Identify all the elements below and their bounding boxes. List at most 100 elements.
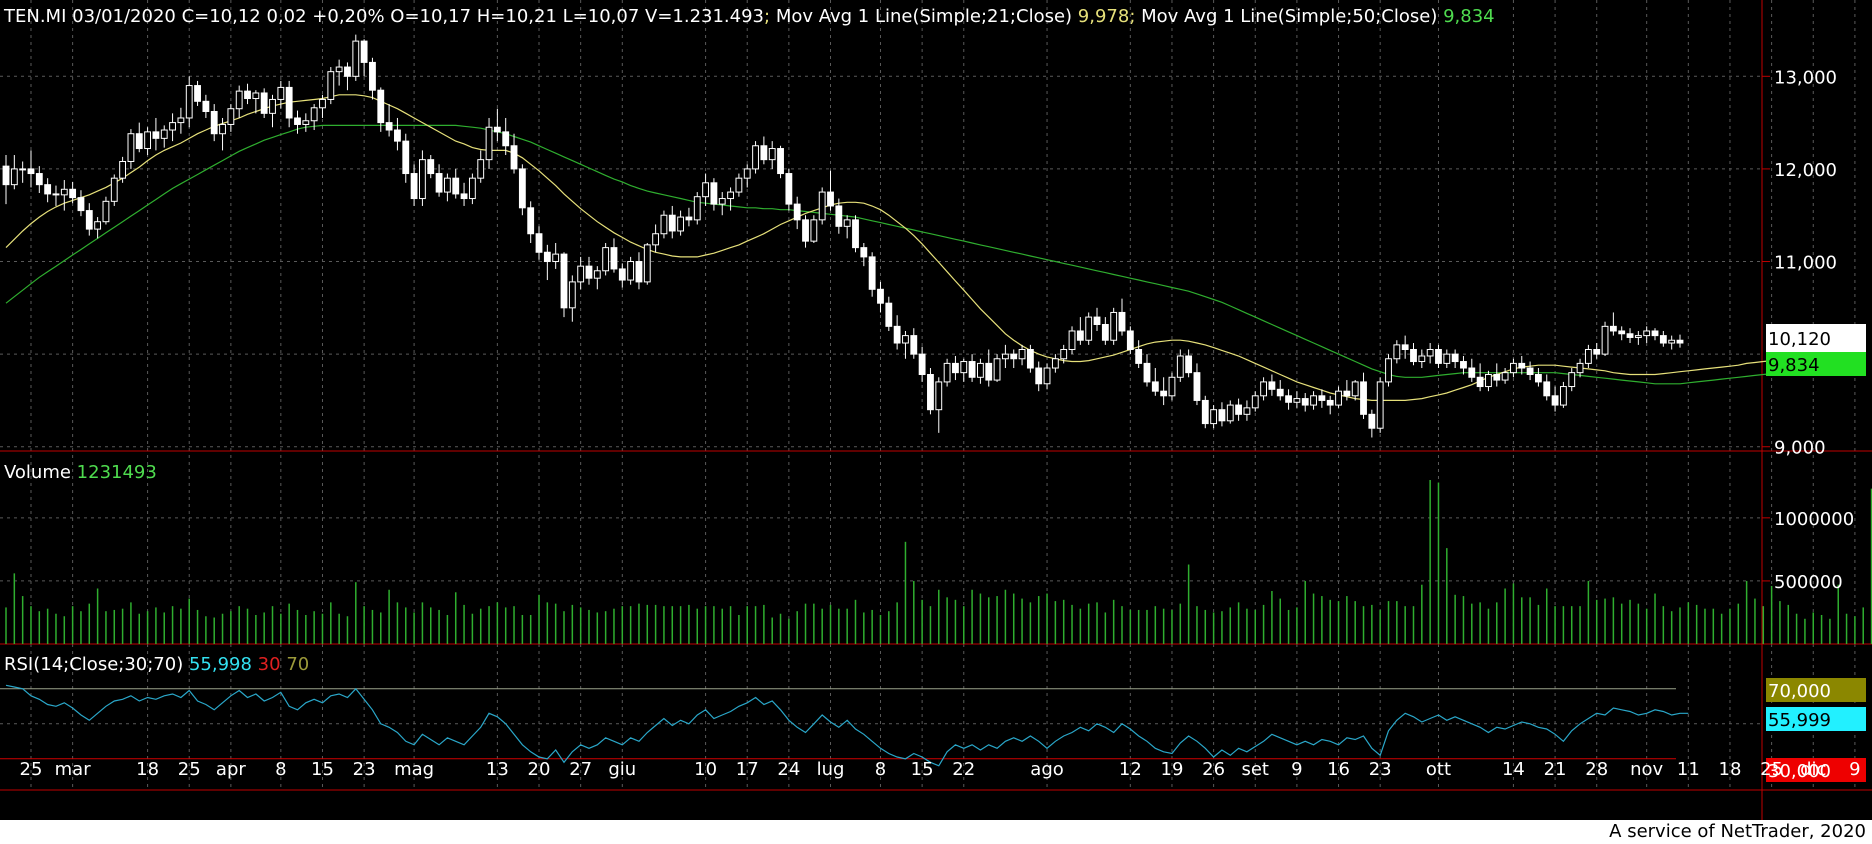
candle [577,256,585,290]
candle [1493,363,1501,387]
volume-bar [255,614,257,644]
candle-body-down [927,374,934,411]
volume-bar [1371,604,1373,644]
volume-bar [338,613,340,644]
volume-bar [13,573,16,644]
volume-bar [1587,580,1590,644]
candle-body-up [977,362,984,378]
candle-body-down [152,131,160,139]
candle-body-down [435,173,443,193]
volume-bar [846,608,848,644]
candle-body-down [785,173,793,205]
candle [127,129,135,169]
ma21-value: 9,978 [1072,6,1129,27]
candle [1318,389,1326,408]
x-axis-label: 15 [311,759,334,780]
candle [160,125,168,148]
volume-bar [1654,593,1656,644]
candle-body-down [1401,344,1409,351]
candle [319,94,326,118]
volume-bar [646,604,649,644]
candle-body-up [327,71,335,100]
volume-bar [1837,584,1839,644]
candle [1343,380,1351,401]
candle-body-down [518,168,526,209]
candle-body-up [1251,395,1259,409]
candle [1335,386,1342,408]
candle [110,174,118,206]
candle [1360,372,1367,419]
volume-bar [296,609,299,644]
candle [1551,386,1559,412]
candle-body-down [493,126,501,133]
candle [185,76,193,128]
volume-bar [1512,583,1515,644]
candle-body-up [127,133,135,163]
volume-bar [754,606,757,644]
x-axis-label: 13 [486,759,509,780]
volume-bar [1687,602,1690,644]
candle-body-up [1226,404,1234,422]
volume-bar [1329,599,1331,644]
candle-body-down [1659,335,1667,344]
rsi-line [5,684,1689,767]
candle-body-down [52,193,60,196]
rsi-30-badge-text: 30,000 [1768,761,1831,782]
volume-bar [1437,482,1440,644]
volume-bar [1629,599,1631,644]
candle [960,358,968,382]
volume-bar [554,603,557,644]
x-axis-label: apr [216,759,246,780]
volume-bar [1129,609,1132,644]
volume-bar [1412,606,1415,644]
candle-body-down [360,40,368,63]
x-axis-label: 25 [20,759,43,780]
volume-bar [688,604,690,644]
candle-body-down [35,173,43,186]
volume-bar [438,609,440,644]
volume-bar [1379,609,1381,644]
candle [1110,307,1118,345]
candle [302,113,310,132]
x-axis-label: 26 [1202,759,1225,780]
candle [810,215,818,243]
volume-bar [1071,604,1073,644]
candle [260,88,268,118]
volume-bar [1770,585,1773,644]
candle [1609,312,1617,336]
volume-bar [1804,618,1806,644]
candle [385,104,393,137]
candle-body-down [1026,349,1034,369]
candle [827,170,834,211]
candle-body-down [1609,325,1617,332]
candle [1418,349,1426,369]
candle [802,215,809,248]
volume-bar [1787,604,1790,644]
candle-body-up [1385,358,1392,383]
volume-bar [463,604,465,644]
candle-body-up [1110,311,1118,341]
price-panel [2,34,1822,438]
candle [1376,377,1384,433]
candle-body-down [77,197,85,212]
candle-body-down [1326,399,1334,406]
rsi-high: 70 [281,654,310,675]
candle-body-up [843,219,851,227]
volume-bar [704,606,707,644]
volume-bar [71,606,74,644]
volume-bar [838,608,840,644]
candle [1535,368,1542,387]
volume-bar [929,606,932,644]
candle [743,164,751,188]
candle-body-down [344,66,351,77]
candle [860,243,868,267]
candle-body-up [144,131,151,150]
candle [677,210,685,236]
candle-body-up [1210,409,1218,425]
candle [1226,400,1234,424]
candle [1151,368,1159,396]
candle [643,243,651,285]
x-axis-label: 20 [528,759,551,780]
volume-bar [1620,603,1623,644]
rsi-30-badge: 30,000 [1766,758,1866,782]
